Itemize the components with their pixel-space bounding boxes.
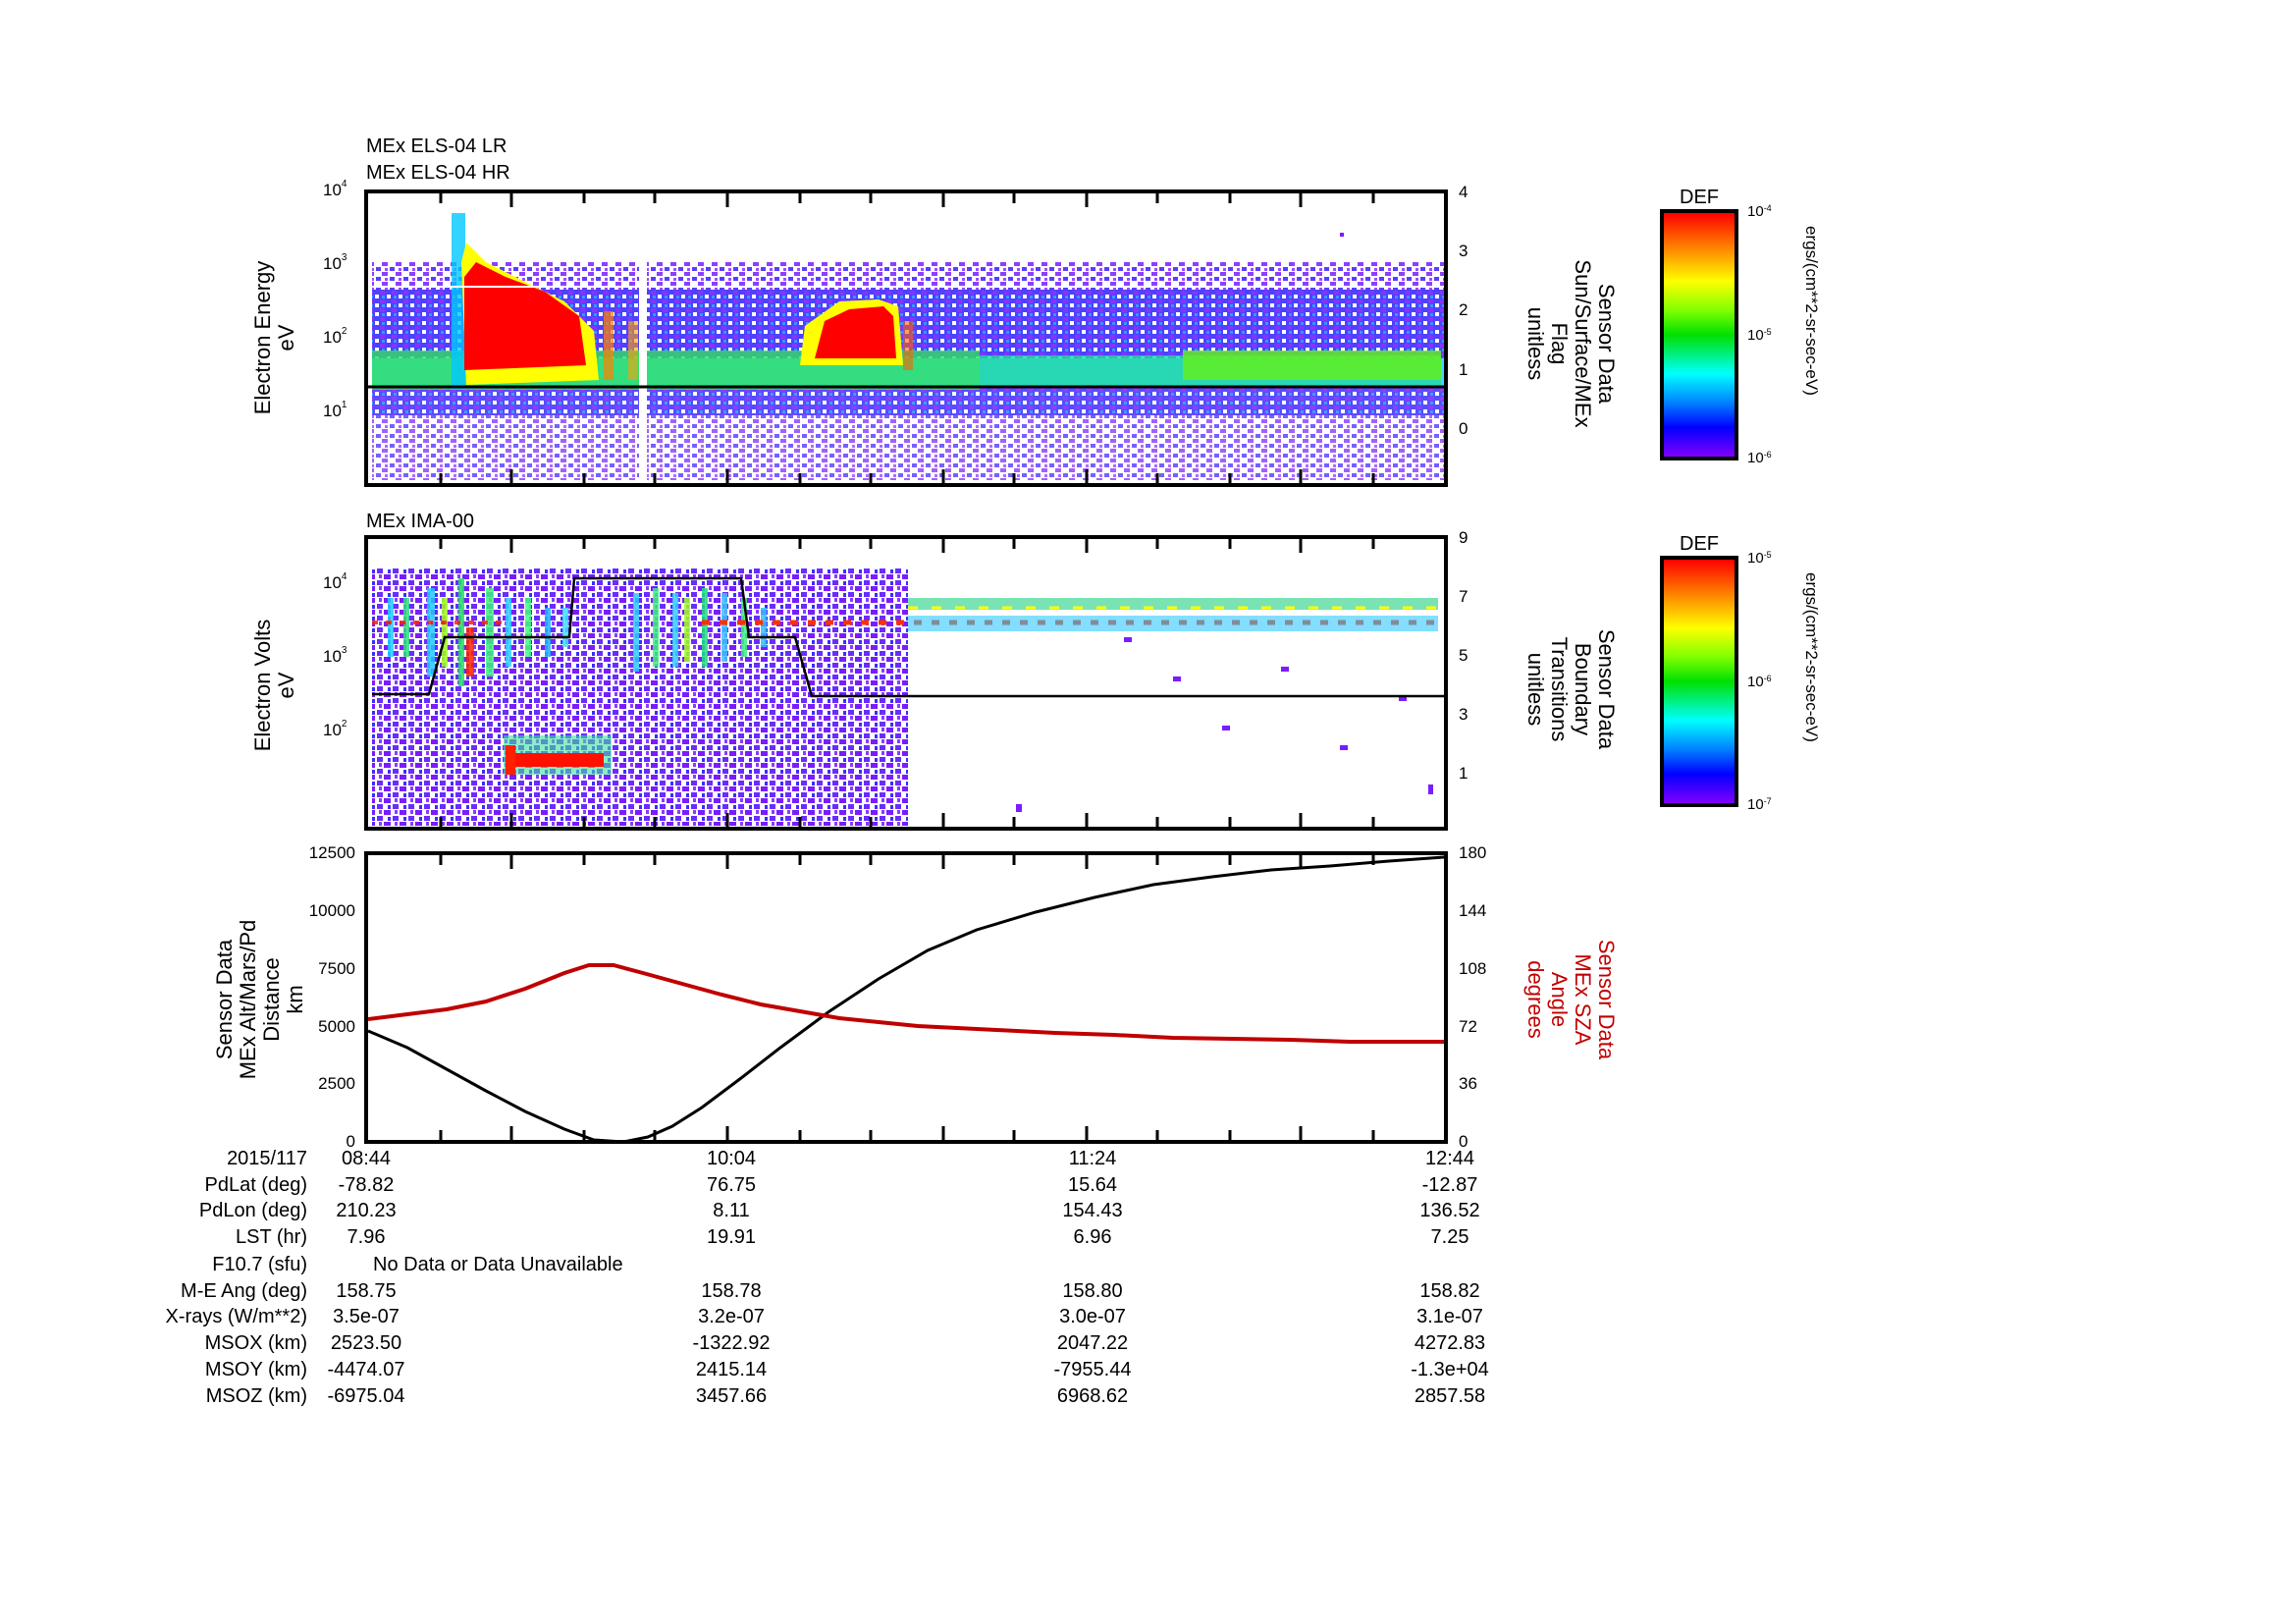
panel1-title-hr: MEx ELS-04 HR xyxy=(366,162,510,184)
panel3-line-chart xyxy=(368,855,1444,1140)
panel1-rtick-3: 3 xyxy=(1459,242,1468,260)
panel3-rtick-0: 0 xyxy=(1459,1132,1468,1151)
panel3-ytick-10000: 10000 xyxy=(308,901,355,920)
sza-line xyxy=(368,963,1444,1044)
panel2-ytick-1e2: 102 xyxy=(323,719,347,739)
xtick-time-3: 12:44 xyxy=(1424,1148,1475,1169)
panel3-right-axis-label: Sensor Data MEx SZA Angle degrees xyxy=(1523,939,1619,1060)
colorbar1-tick-max: 10-4 xyxy=(1747,203,1772,220)
panel2-rtick-7: 7 xyxy=(1459,587,1468,606)
panel1-ytick-1e3: 103 xyxy=(323,252,347,273)
panel2-right-axis-label: Sensor Data Boundary Transitions unitless xyxy=(1523,628,1619,750)
xtick-time-2: 11:24 xyxy=(1068,1148,1117,1169)
panel3-rtick-36: 36 xyxy=(1459,1074,1477,1093)
panel3-y-axis-label: Sensor Data MEx Alt/Mars/Pd Distance km xyxy=(212,919,307,1080)
panel3-ytick-5000: 5000 xyxy=(318,1017,355,1036)
panel1-ytick-1e4: 104 xyxy=(323,179,347,199)
panel3-rtick-72: 72 xyxy=(1459,1017,1477,1036)
colorbar1 xyxy=(1660,209,1738,460)
panel1-spectrogram xyxy=(368,193,1444,483)
panel2-title: MEx IMA-00 xyxy=(366,511,475,532)
panel1-title-lr: MEx ELS-04 LR xyxy=(366,135,507,157)
colorbar2-tick-mid: 10-6 xyxy=(1747,674,1772,690)
panel1-right-axis-label: Sensor Data Sun/Surface/MEx Flag unitless xyxy=(1523,259,1619,428)
panel2-ytick-1e4: 104 xyxy=(323,571,347,592)
panel2-y-axis-label: Electron Volts eV xyxy=(250,619,298,752)
panel3-ytick-12500: 12500 xyxy=(308,843,355,862)
colorbar1-tick-min: 10-6 xyxy=(1747,450,1772,466)
panel2-rtick-5: 5 xyxy=(1459,646,1468,665)
colorbar2-title: DEF xyxy=(1680,533,1719,555)
panel3-rtick-180: 180 xyxy=(1459,843,1487,862)
panel2-rtick-1: 1 xyxy=(1459,764,1468,783)
colorbar2-unit: ergs/(cm**2-sr-sec-eV) xyxy=(1802,572,1821,742)
xtick-time-1: 10:04 xyxy=(706,1148,757,1169)
panel1-rtick-2: 2 xyxy=(1459,300,1468,319)
panel1-ytick-1e2: 102 xyxy=(323,326,347,347)
panel3-rtick-144: 144 xyxy=(1459,901,1487,920)
altitude-line xyxy=(368,855,1444,1140)
colorbar1-unit: ergs/(cm**2-sr-sec-eV) xyxy=(1802,226,1821,396)
panel2-spectrogram xyxy=(372,539,1444,827)
colorbar1-tick-mid: 10-5 xyxy=(1747,327,1772,344)
panel3-ytick-7500: 7500 xyxy=(318,959,355,978)
panel3-rtick-108: 108 xyxy=(1459,959,1487,978)
xtick-time-0: 08:44 xyxy=(341,1148,392,1169)
panel2-rtick-3: 3 xyxy=(1459,705,1468,724)
panel2-plot-area xyxy=(364,535,1448,831)
colorbar1-title: DEF xyxy=(1680,187,1719,208)
panel1-y-axis-label: Electron Energy eV xyxy=(250,260,298,415)
f107-no-data-note: No Data or Data Unavailable xyxy=(373,1254,623,1275)
panel1-plot-area xyxy=(364,189,1448,487)
panel3-plot-area xyxy=(364,851,1448,1144)
panel1-ytick-1e1: 101 xyxy=(323,400,347,420)
colorbar2-tick-max: 10-5 xyxy=(1747,550,1772,567)
panel3-ytick-0: 0 xyxy=(346,1132,355,1151)
panel3-ytick-2500: 2500 xyxy=(318,1074,355,1093)
panel2-rtick-9: 9 xyxy=(1459,528,1468,547)
panel1-rtick-0: 0 xyxy=(1459,419,1468,438)
colorbar2-tick-min: 10-7 xyxy=(1747,796,1772,813)
table-date: 2015/117 xyxy=(227,1148,307,1169)
colorbar2 xyxy=(1660,556,1738,807)
panel1-rtick-1: 1 xyxy=(1459,360,1468,379)
panel2-ytick-1e3: 103 xyxy=(323,645,347,666)
panel1-rtick-4: 4 xyxy=(1459,183,1468,201)
